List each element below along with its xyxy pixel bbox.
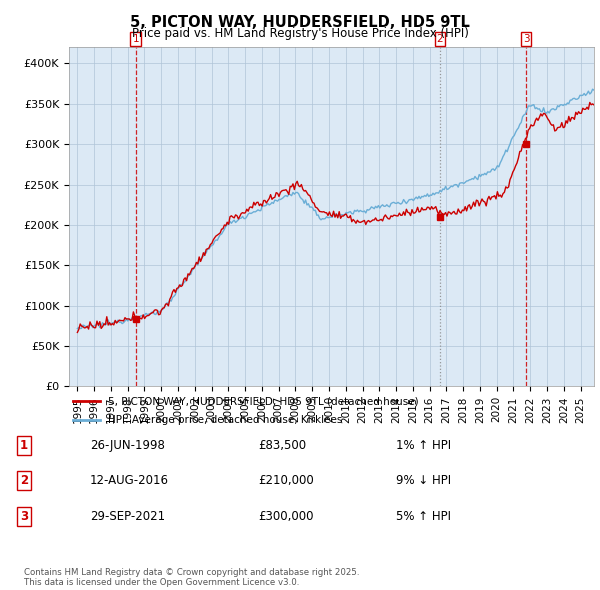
Text: 3: 3 xyxy=(20,510,28,523)
Text: Price paid vs. HM Land Registry's House Price Index (HPI): Price paid vs. HM Land Registry's House … xyxy=(131,27,469,40)
Text: Contains HM Land Registry data © Crown copyright and database right 2025.
This d: Contains HM Land Registry data © Crown c… xyxy=(24,568,359,587)
Text: 9% ↓ HPI: 9% ↓ HPI xyxy=(396,474,451,487)
Text: 5% ↑ HPI: 5% ↑ HPI xyxy=(396,510,451,523)
Text: 2: 2 xyxy=(437,34,443,44)
Text: 2: 2 xyxy=(20,474,28,487)
Text: 1: 1 xyxy=(20,439,28,452)
Text: £210,000: £210,000 xyxy=(258,474,314,487)
Text: £300,000: £300,000 xyxy=(258,510,314,523)
Text: 3: 3 xyxy=(523,34,529,44)
Text: 26-JUN-1998: 26-JUN-1998 xyxy=(90,439,165,452)
Text: 1: 1 xyxy=(133,34,139,44)
Text: 5, PICTON WAY, HUDDERSFIELD, HD5 9TL (detached house): 5, PICTON WAY, HUDDERSFIELD, HD5 9TL (de… xyxy=(109,396,419,407)
Text: 1% ↑ HPI: 1% ↑ HPI xyxy=(396,439,451,452)
Text: £83,500: £83,500 xyxy=(258,439,306,452)
Text: 29-SEP-2021: 29-SEP-2021 xyxy=(90,510,165,523)
Text: 5, PICTON WAY, HUDDERSFIELD, HD5 9TL: 5, PICTON WAY, HUDDERSFIELD, HD5 9TL xyxy=(130,15,470,30)
Text: HPI: Average price, detached house, Kirklees: HPI: Average price, detached house, Kirk… xyxy=(109,415,343,425)
Text: 12-AUG-2016: 12-AUG-2016 xyxy=(90,474,169,487)
